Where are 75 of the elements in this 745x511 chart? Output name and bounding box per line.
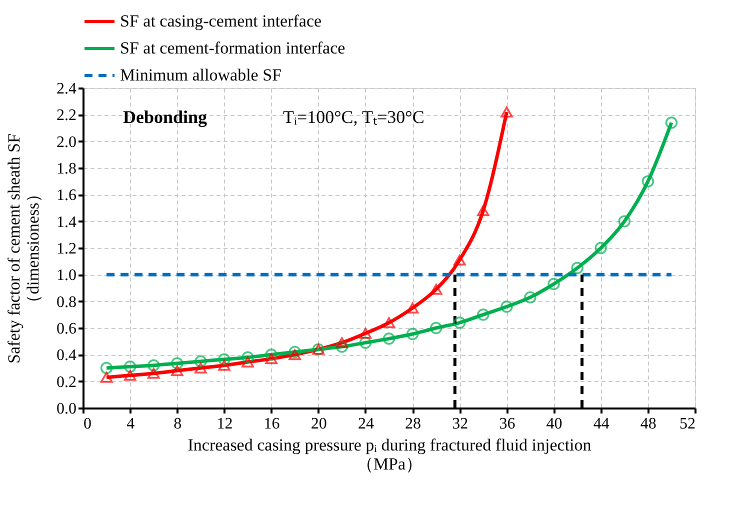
- y-tick-label: 0.6: [56, 320, 76, 338]
- y-tick-label: 0.8: [56, 294, 76, 311]
- y-tick-label: 2.4: [56, 80, 76, 98]
- point: [100, 362, 113, 374]
- x-tick-label: 32: [452, 416, 468, 432]
- y-axis-title: Safety factor of cement sheath SF （dimensioness）: [4, 134, 42, 364]
- point: [382, 317, 396, 328]
- point: [665, 116, 678, 129]
- point: [453, 316, 466, 329]
- point: [242, 356, 254, 368]
- y-tick-label: 0.4: [56, 347, 76, 364]
- legend-label: SF at cement-formation interface: [120, 38, 346, 58]
- annotation: Tᵢ=100°C, Tₜ=30°C: [283, 107, 424, 127]
- y-tick-label: 2.2: [56, 107, 76, 124]
- annotation: Debonding: [123, 107, 208, 127]
- point: [382, 332, 396, 345]
- x-tick-label: 52: [680, 416, 696, 432]
- point: [194, 362, 207, 374]
- x-tick-label: 44: [593, 416, 610, 432]
- x-tick-label: 28: [405, 416, 422, 432]
- y-tick-label: 0.2: [56, 374, 76, 391]
- point: [477, 308, 490, 321]
- point: [265, 353, 278, 364]
- x-tick-label: 40: [546, 416, 562, 432]
- x-tick-label: 16: [264, 416, 280, 432]
- point: [500, 106, 513, 118]
- point: [548, 278, 560, 290]
- legend-label: Minimum allowable SF: [120, 66, 282, 84]
- y-tick-label: 2.0: [56, 134, 76, 151]
- point: [524, 291, 536, 304]
- y-tick-label: 1.8: [56, 160, 76, 178]
- point: [336, 337, 348, 348]
- point: [359, 336, 372, 349]
- point: [288, 346, 301, 358]
- point: [571, 262, 584, 274]
- point: [124, 370, 136, 381]
- point: [618, 215, 631, 228]
- point: [147, 359, 160, 372]
- point: [100, 372, 113, 383]
- point: [430, 322, 442, 334]
- point: [336, 340, 348, 353]
- point: [359, 328, 372, 339]
- y-tick-label: 0.0: [56, 400, 76, 418]
- point: [406, 328, 419, 340]
- point: [194, 355, 207, 368]
- point: [477, 205, 490, 216]
- point: [406, 302, 419, 314]
- x-tick-label: 0: [84, 416, 92, 432]
- point: [500, 300, 513, 313]
- point: [218, 353, 230, 366]
- point: [124, 360, 136, 373]
- y-tick-label: 1.4: [56, 214, 76, 231]
- point: [171, 357, 184, 370]
- legend-label: SF at casing-cement interface: [120, 12, 322, 30]
- point: [147, 368, 160, 379]
- point: [265, 348, 278, 361]
- y-tick-label: 1.0: [56, 267, 76, 284]
- x-tick-label: 8: [174, 416, 182, 432]
- x-tick-label: 24: [358, 416, 374, 432]
- point: [288, 349, 301, 360]
- point: [171, 365, 184, 376]
- point: [218, 360, 230, 371]
- point: [453, 254, 466, 266]
- point: [594, 242, 607, 254]
- x-tick-label: 12: [216, 416, 233, 432]
- point: [430, 284, 442, 295]
- x-tick-label: 48: [640, 416, 656, 432]
- x-tick-label: 20: [310, 416, 327, 432]
- point: [642, 175, 654, 188]
- x-tick-label: 36: [499, 416, 516, 432]
- y-tick-label: 1.6: [56, 187, 76, 204]
- x-tick-label: 4: [126, 416, 135, 432]
- x-axis-title: Increased casing pressure pᵢ during fractured fluid injection （MPa）: [188, 436, 592, 474]
- point: [242, 351, 254, 364]
- y-tick-label: 1.2: [56, 240, 76, 258]
